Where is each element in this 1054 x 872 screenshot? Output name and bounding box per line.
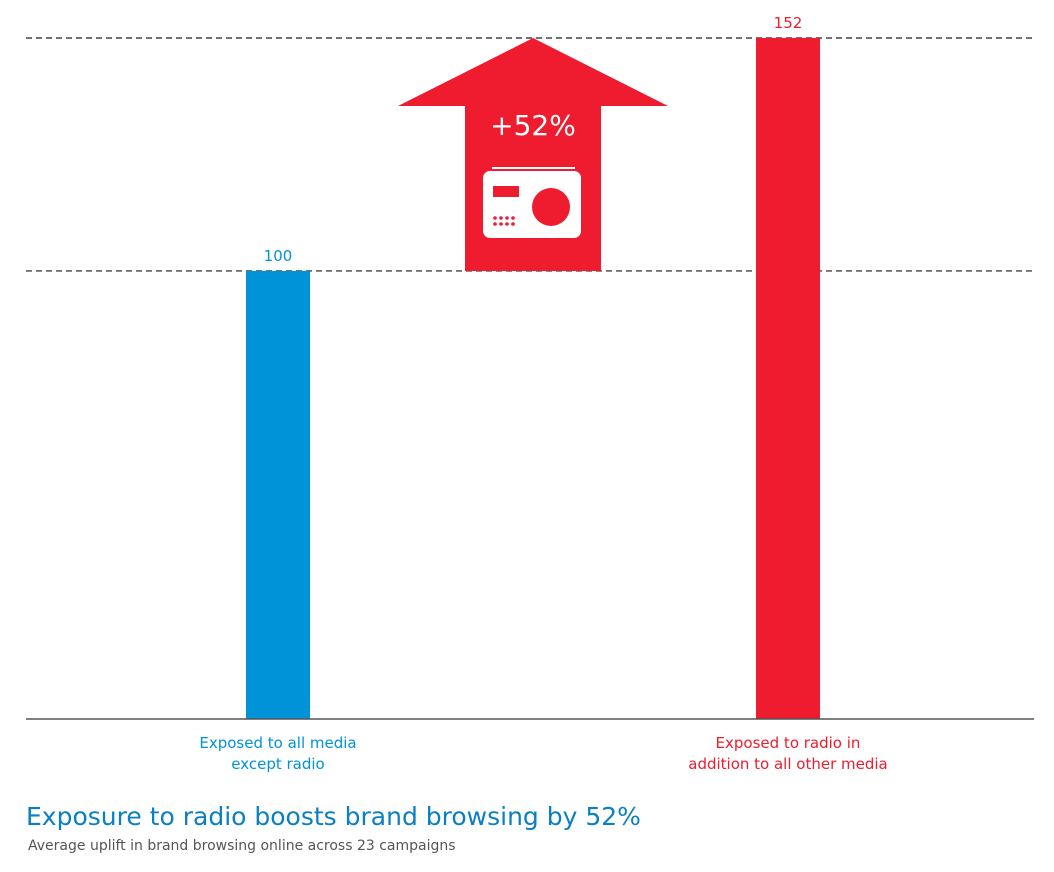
chart-plot: 100 152 Exposed to all media except radio Ex… [26, 14, 1034, 773]
category-label-1: Exposed to all media except radio [199, 734, 356, 773]
data-label-2: 152 [774, 14, 803, 32]
bar-1 [246, 270, 310, 719]
category-label-2: Exposed to radio in addition to all other… [688, 734, 887, 773]
chart-subtitle: Average uplift in brand browsing online … [28, 838, 456, 854]
chart-title: Exposure to radio boosts brand browsing … [26, 802, 641, 831]
bar-2 [756, 38, 820, 719]
radio-icon [483, 167, 581, 238]
data-label-1: 100 [264, 247, 293, 265]
uplift-label: +52% [490, 109, 576, 142]
uplift-arrow [398, 38, 668, 271]
